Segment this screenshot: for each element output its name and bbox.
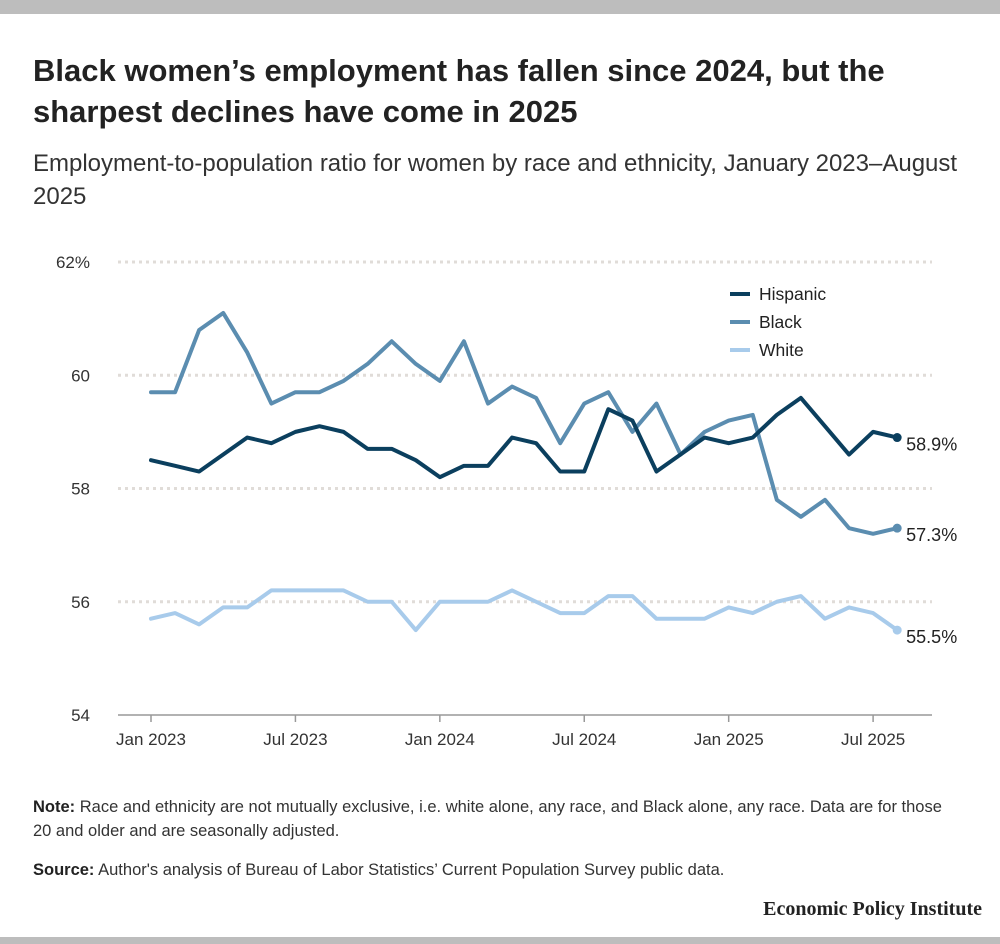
end-point-black: [892, 523, 902, 533]
end-label-hispanic: 58.9%: [906, 435, 957, 455]
y-tick-label: 58: [71, 480, 90, 499]
chart-title: Black women’s employment has fallen sinc…: [33, 53, 885, 129]
end-point-hispanic: [892, 433, 902, 443]
legend-label-white: White: [759, 340, 804, 360]
y-tick-label: 54: [71, 706, 90, 725]
x-tick-label: Jul 2025: [841, 730, 905, 749]
top-border: [0, 0, 1000, 14]
legend-label-hispanic: Hispanic: [759, 284, 826, 304]
end-point-white: [892, 625, 902, 635]
note: Note: Race and ethnicity are not mutuall…: [33, 795, 963, 843]
note-label: Note:: [33, 798, 76, 816]
legend-label-black: Black: [759, 312, 802, 332]
source-label: Source:: [33, 861, 95, 879]
x-tick-label: Jan 2025: [694, 730, 764, 749]
y-tick-label: 56: [71, 593, 90, 612]
x-tick-label: Jul 2023: [263, 730, 327, 749]
epi-logo: Economic Policy Institute: [763, 898, 982, 920]
series-line-white: [149, 588, 900, 633]
bottom-border: [0, 937, 1000, 944]
x-tick-label: Jul 2024: [552, 730, 616, 749]
end-label-black: 57.3%: [906, 525, 957, 545]
y-tick-label: 60: [71, 366, 90, 385]
end-label-white: 55.5%: [906, 627, 957, 647]
y-tick-label: 62%: [56, 253, 90, 272]
x-tick-label: Jan 2024: [405, 730, 475, 749]
series-line-hispanic: [149, 395, 900, 480]
note-text: Race and ethnicity are not mutually excl…: [33, 798, 942, 840]
chart-subtitle: Employment-to-population ratio for women…: [33, 150, 958, 210]
source-text: Author's analysis of Bureau of Labor Sta…: [98, 861, 725, 879]
series-line-black: [149, 310, 900, 536]
x-tick-label: Jan 2023: [116, 730, 186, 749]
source: Source: Author's analysis of Bureau of L…: [33, 858, 963, 882]
